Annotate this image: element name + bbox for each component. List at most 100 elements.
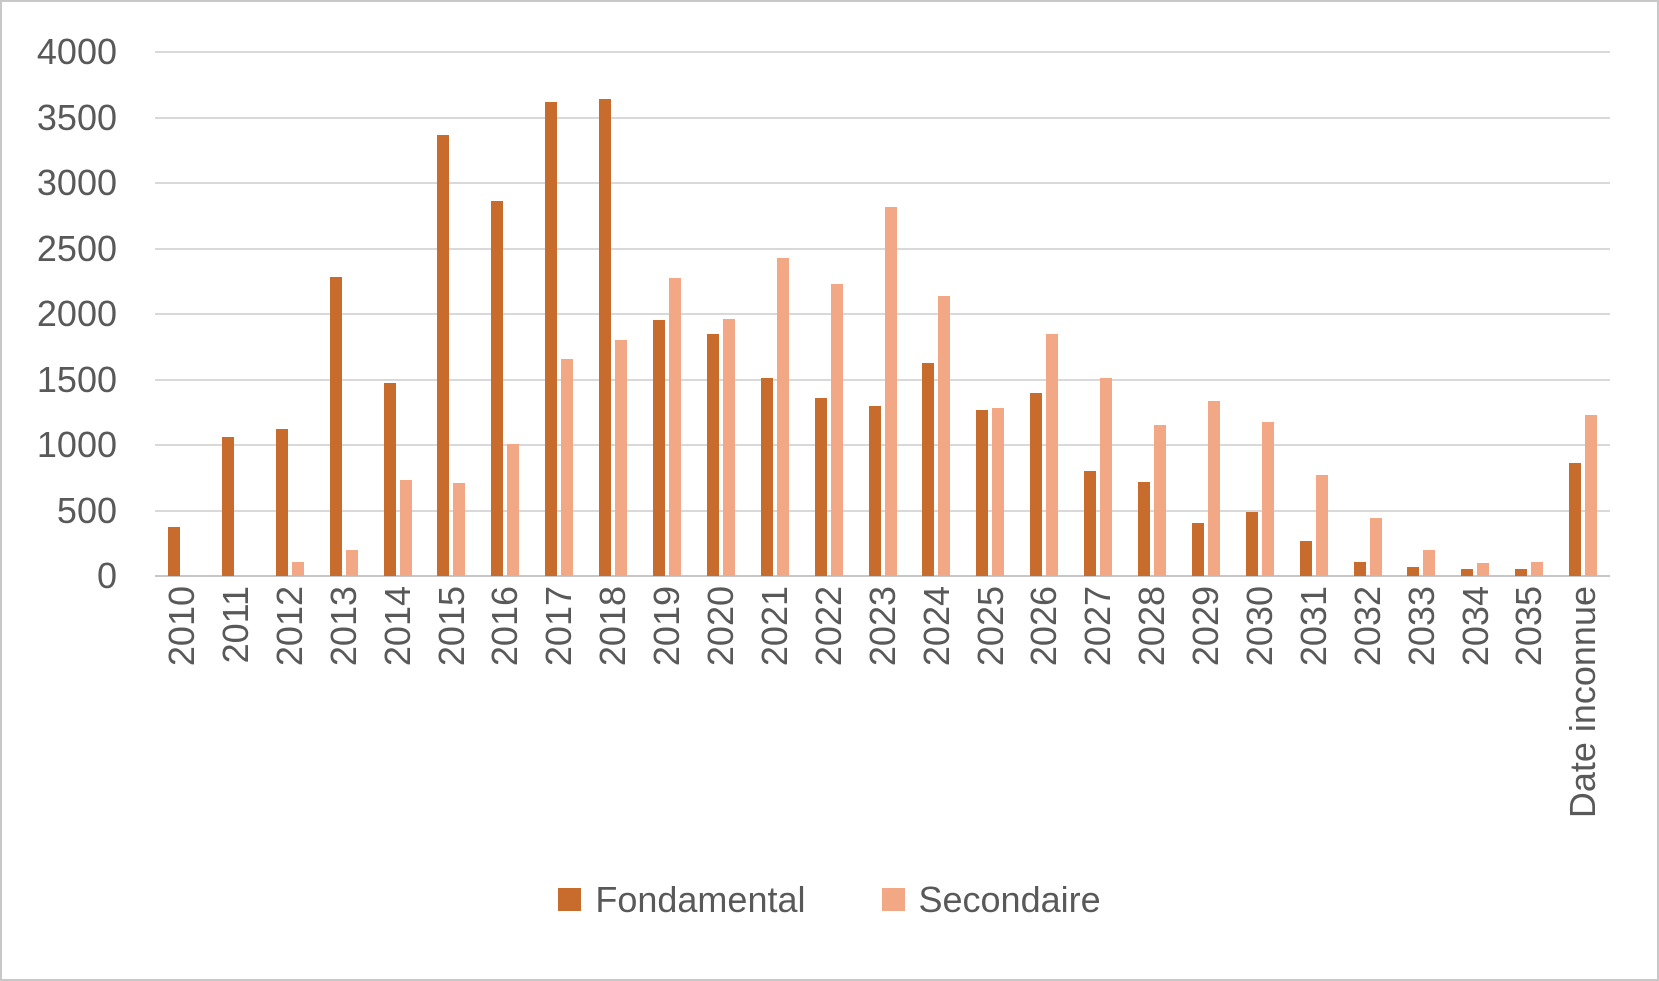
x-axis-label-2025: 2025 — [969, 586, 1011, 667]
category-group-2015 — [424, 52, 478, 576]
x-cell-2013: 2013 — [317, 586, 371, 666]
category-group-2035 — [1502, 52, 1556, 576]
x-axis-label-2014: 2014 — [376, 586, 418, 667]
gridline-2500 — [155, 247, 1610, 250]
y-axis-tick-label-500: 500 — [56, 489, 117, 531]
bar-fondamental-2020 — [706, 333, 719, 576]
x-cell-2027: 2027 — [1071, 586, 1125, 666]
category-group-2025 — [963, 52, 1017, 576]
category-group-2011 — [209, 52, 263, 576]
bar-secondaire-2019 — [668, 277, 681, 576]
x-axis-label-2023: 2023 — [861, 586, 903, 667]
bar-secondaire-2025 — [992, 408, 1005, 576]
bar-fondamental-Date inconnue — [1569, 462, 1582, 576]
bar-fondamental-2014 — [383, 382, 396, 576]
category-group-2026 — [1017, 52, 1071, 576]
bar-secondaire-2031 — [1315, 475, 1328, 576]
bar-fondamental-2030 — [1245, 511, 1258, 576]
bar-secondaire-2021 — [776, 257, 789, 576]
x-cell-2010: 2010 — [155, 586, 209, 666]
bar-secondaire-2024 — [938, 296, 951, 576]
bar-secondaire-2028 — [1153, 425, 1166, 576]
bar-fondamental-2028 — [1137, 482, 1150, 576]
x-cell-2020: 2020 — [694, 586, 748, 666]
y-axis-tick-label-2500: 2500 — [36, 227, 117, 269]
x-axis-label-2017: 2017 — [538, 586, 580, 667]
bar-secondaire-2015 — [453, 483, 466, 576]
legend-label-secondaire: Secondaire — [918, 879, 1101, 920]
gridline-3500 — [155, 116, 1610, 119]
bar-secondaire-2030 — [1261, 422, 1274, 576]
x-axis-label-2022: 2022 — [807, 586, 849, 667]
legend: Fondamental Secondaire — [2, 880, 1657, 920]
x-cell-2018: 2018 — [586, 586, 640, 666]
bars-row — [155, 52, 1610, 576]
bar-fondamental-2032 — [1353, 561, 1366, 576]
bar-fondamental-2027 — [1084, 470, 1097, 576]
bar-fondamental-2029 — [1191, 522, 1204, 576]
category-group-2020 — [694, 52, 748, 576]
x-cell-Date inconnue: Date inconnue — [1556, 586, 1610, 818]
x-cell-2016: 2016 — [478, 586, 532, 666]
x-axis-label-2030: 2030 — [1238, 586, 1280, 667]
bar-secondaire-2023 — [884, 207, 897, 576]
x-axis-label-2035: 2035 — [1508, 586, 1550, 667]
y-axis-tick-label-3000: 3000 — [36, 162, 117, 203]
bar-secondaire-2022 — [830, 283, 843, 576]
x-axis-label-2019: 2019 — [646, 586, 688, 667]
x-axis-label-2011: 2011 — [215, 586, 257, 664]
bar-fondamental-2035 — [1515, 569, 1528, 576]
bar-fondamental-2022 — [814, 397, 827, 576]
bar-fondamental-2012 — [275, 429, 288, 576]
x-axis-label-2020: 2020 — [700, 586, 742, 667]
x-axis-line — [155, 575, 1610, 577]
category-group-2019 — [640, 52, 694, 576]
x-axis-label-2018: 2018 — [592, 586, 634, 667]
x-cell-2032: 2032 — [1341, 586, 1395, 666]
gridline-500 — [155, 509, 1610, 512]
bar-fondamental-2017 — [545, 101, 558, 576]
category-group-2014 — [371, 52, 425, 576]
legend-swatch-fondamental — [558, 888, 582, 912]
x-cell-2030: 2030 — [1233, 586, 1287, 666]
category-group-2032 — [1341, 52, 1395, 576]
category-group-2024 — [909, 52, 963, 576]
bar-fondamental-2024 — [922, 363, 935, 576]
category-group-2010 — [155, 52, 209, 576]
bar-secondaire-2020 — [722, 319, 735, 576]
bar-fondamental-2023 — [868, 406, 881, 576]
x-axis-label-Date inconnue: Date inconnue — [1562, 586, 1604, 819]
x-cell-2021: 2021 — [748, 586, 802, 666]
gridline-1500 — [155, 378, 1610, 381]
category-group-2028 — [1125, 52, 1179, 576]
x-axis-label-2024: 2024 — [915, 586, 957, 667]
x-axis-label-2028: 2028 — [1131, 586, 1173, 667]
bar-secondaire-2014 — [399, 480, 412, 576]
x-cell-2035: 2035 — [1502, 586, 1556, 666]
y-axis-tick-label-1000: 1000 — [36, 424, 117, 465]
bar-secondaire-2032 — [1369, 518, 1382, 576]
x-cell-2015: 2015 — [424, 586, 478, 666]
legend-item-fondamental: Fondamental — [558, 879, 806, 920]
bar-secondaire-2018 — [615, 339, 628, 576]
bar-fondamental-2033 — [1407, 566, 1420, 576]
bar-fondamental-2026 — [1030, 393, 1043, 576]
x-axis-label-2031: 2031 — [1292, 586, 1334, 667]
category-group-2029 — [1179, 52, 1233, 576]
legend-label-fondamental: Fondamental — [595, 879, 806, 920]
bar-secondaire-2034 — [1477, 562, 1490, 576]
bar-secondaire-Date inconnue — [1585, 414, 1598, 576]
legend-swatch-secondaire — [881, 888, 905, 912]
x-axis-label-2015: 2015 — [430, 586, 472, 667]
bar-fondamental-2025 — [976, 409, 989, 576]
x-cell-2022: 2022 — [802, 586, 856, 666]
x-cell-2025: 2025 — [963, 586, 1017, 666]
x-axis-label-2032: 2032 — [1346, 586, 1388, 667]
category-group-2033 — [1394, 52, 1448, 576]
category-group-2016 — [478, 52, 532, 576]
bar-secondaire-2029 — [1207, 401, 1220, 576]
x-axis-label-2033: 2033 — [1400, 586, 1442, 667]
x-cell-2031: 2031 — [1287, 586, 1341, 666]
category-group-2023 — [856, 52, 910, 576]
